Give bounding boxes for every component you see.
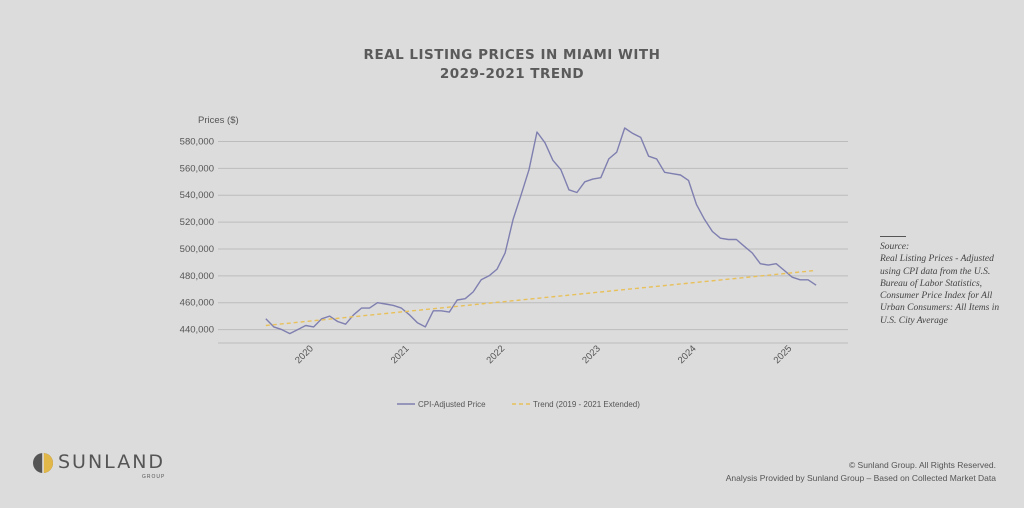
source-line: Real Listing Prices - Adjusted	[880, 254, 994, 265]
y-tick-label: 540,000	[180, 190, 214, 201]
attribution-text: Analysis Provided by Sunland Group – Bas…	[725, 473, 996, 483]
copyright-text: © Sunland Group. All Rights Reserved.	[848, 460, 996, 470]
legend-label: CPI-Adjusted Price	[418, 400, 486, 409]
logo-wordmark: SUNLAND	[58, 451, 166, 473]
x-tick-label: 2020	[293, 343, 316, 366]
y-tick-label: 440,000	[180, 325, 214, 336]
source-heading: Source:	[880, 242, 910, 252]
source-line: Bureau of Labor Statistics,	[880, 278, 983, 289]
y-tick-label: 580,000	[180, 136, 214, 147]
chart-title-line1: REAL LISTING PRICES IN MIAMI WITH	[363, 47, 661, 63]
x-tick-label: 2023	[580, 343, 603, 366]
x-tick-label: 2024	[676, 343, 699, 366]
y-tick-label: 480,000	[180, 271, 214, 282]
source-line: Urban Consumers: All Items in	[880, 303, 1000, 314]
series-line-trend	[265, 269, 817, 327]
x-tick-label: 2022	[484, 343, 507, 366]
source-line: using CPI data from the U.S.	[880, 266, 991, 277]
source-line: Consumer Price Index for All	[880, 291, 993, 302]
sunland-logo: SUNLAND GROUP	[32, 451, 164, 480]
source-note: Source: Real Listing Prices - Adjusted u…	[880, 236, 1020, 327]
x-tick-label: 2021	[389, 343, 412, 366]
y-tick-label: 520,000	[180, 217, 214, 228]
y-tick-label: 460,000	[180, 298, 214, 309]
footer: © Sunland Group. All Rights Reserved. An…	[726, 459, 996, 485]
series-line-cpi-adjusted	[265, 127, 817, 335]
logo-subtext: GROUP	[142, 474, 166, 480]
chart-title: REAL LISTING PRICES IN MIAMI WITH 2029-2…	[0, 46, 1024, 84]
y-tick-label: 500,000	[180, 244, 214, 255]
x-tick-label: 2025	[772, 343, 795, 366]
source-line: U.S. City Average	[880, 315, 948, 326]
source-divider	[880, 236, 906, 237]
legend-label: Trend (2019 - 2021 Extended)	[533, 400, 640, 409]
y-axis-label: Prices ($)	[198, 115, 239, 126]
chart-title-line2: 2029-2021 TREND	[439, 66, 585, 82]
y-tick-label: 560,000	[180, 163, 214, 174]
logo-mark-icon	[33, 453, 53, 473]
